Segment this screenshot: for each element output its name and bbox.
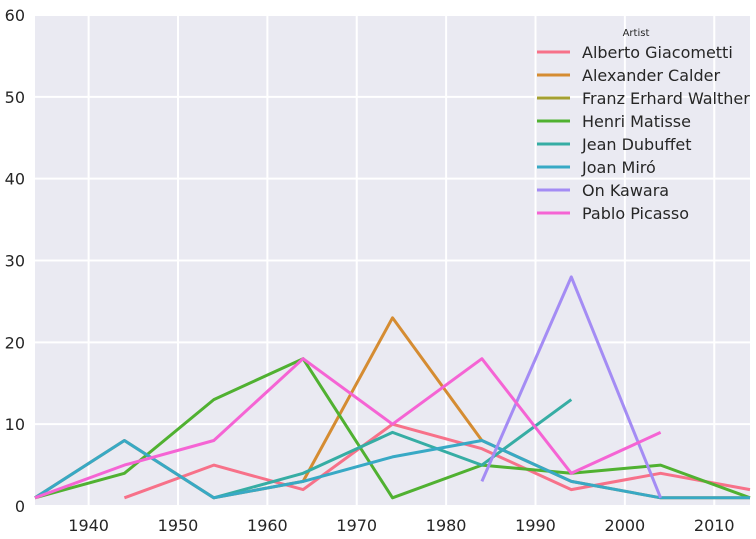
legend-label: Alexander Calder	[582, 66, 720, 85]
x-tick-label: 1960	[247, 516, 288, 535]
x-tick-label: 1970	[336, 516, 377, 535]
legend: Artist Alberto Giacometti Alexander Calde…	[537, 28, 750, 223]
series-line-pablo-picasso	[34, 357, 662, 500]
legend-label: Jean Dubuffet	[581, 135, 692, 154]
series-line-joan-mir-	[34, 439, 750, 500]
y-tick-label: 10	[5, 415, 25, 434]
legend-label: Henri Matisse	[582, 112, 691, 131]
legend-label: Pablo Picasso	[582, 204, 689, 223]
series-line-on-kawara	[480, 275, 662, 499]
legend-label: On Kawara	[582, 181, 669, 200]
series-line-alberto-giacometti	[123, 422, 751, 500]
y-tick-label: 40	[5, 170, 25, 189]
series-line-jean-dubuffet	[213, 398, 573, 500]
series-line-henri-matisse	[34, 357, 751, 500]
x-tick-label: 1940	[68, 516, 109, 535]
y-tick-label: 20	[5, 333, 25, 352]
legend-label: Franz Erhard Walther	[582, 89, 750, 108]
x-tick-label: 2010	[694, 516, 735, 535]
legend-label: Joan Miró	[581, 158, 656, 177]
x-axis-ticks: 1940 1950 1960 1970 1980 1990 2000 2010	[68, 516, 734, 535]
x-tick-label: 1980	[426, 516, 467, 535]
y-tick-label: 0	[15, 497, 25, 516]
x-tick-label: 1950	[158, 516, 199, 535]
x-tick-label: 2000	[605, 516, 646, 535]
y-tick-label: 50	[5, 88, 25, 107]
y-tick-label: 30	[5, 252, 25, 271]
series-layer	[34, 275, 751, 500]
legend-label: Alberto Giacometti	[582, 43, 733, 62]
legend-title: Artist	[623, 28, 650, 39]
legend-items: Alberto Giacometti Alexander Calder Franz …	[537, 43, 750, 223]
y-tick-label: 60	[5, 6, 25, 25]
y-axis-ticks: 0 10 20 30 40 50 60	[5, 6, 25, 516]
x-tick-label: 1990	[515, 516, 556, 535]
